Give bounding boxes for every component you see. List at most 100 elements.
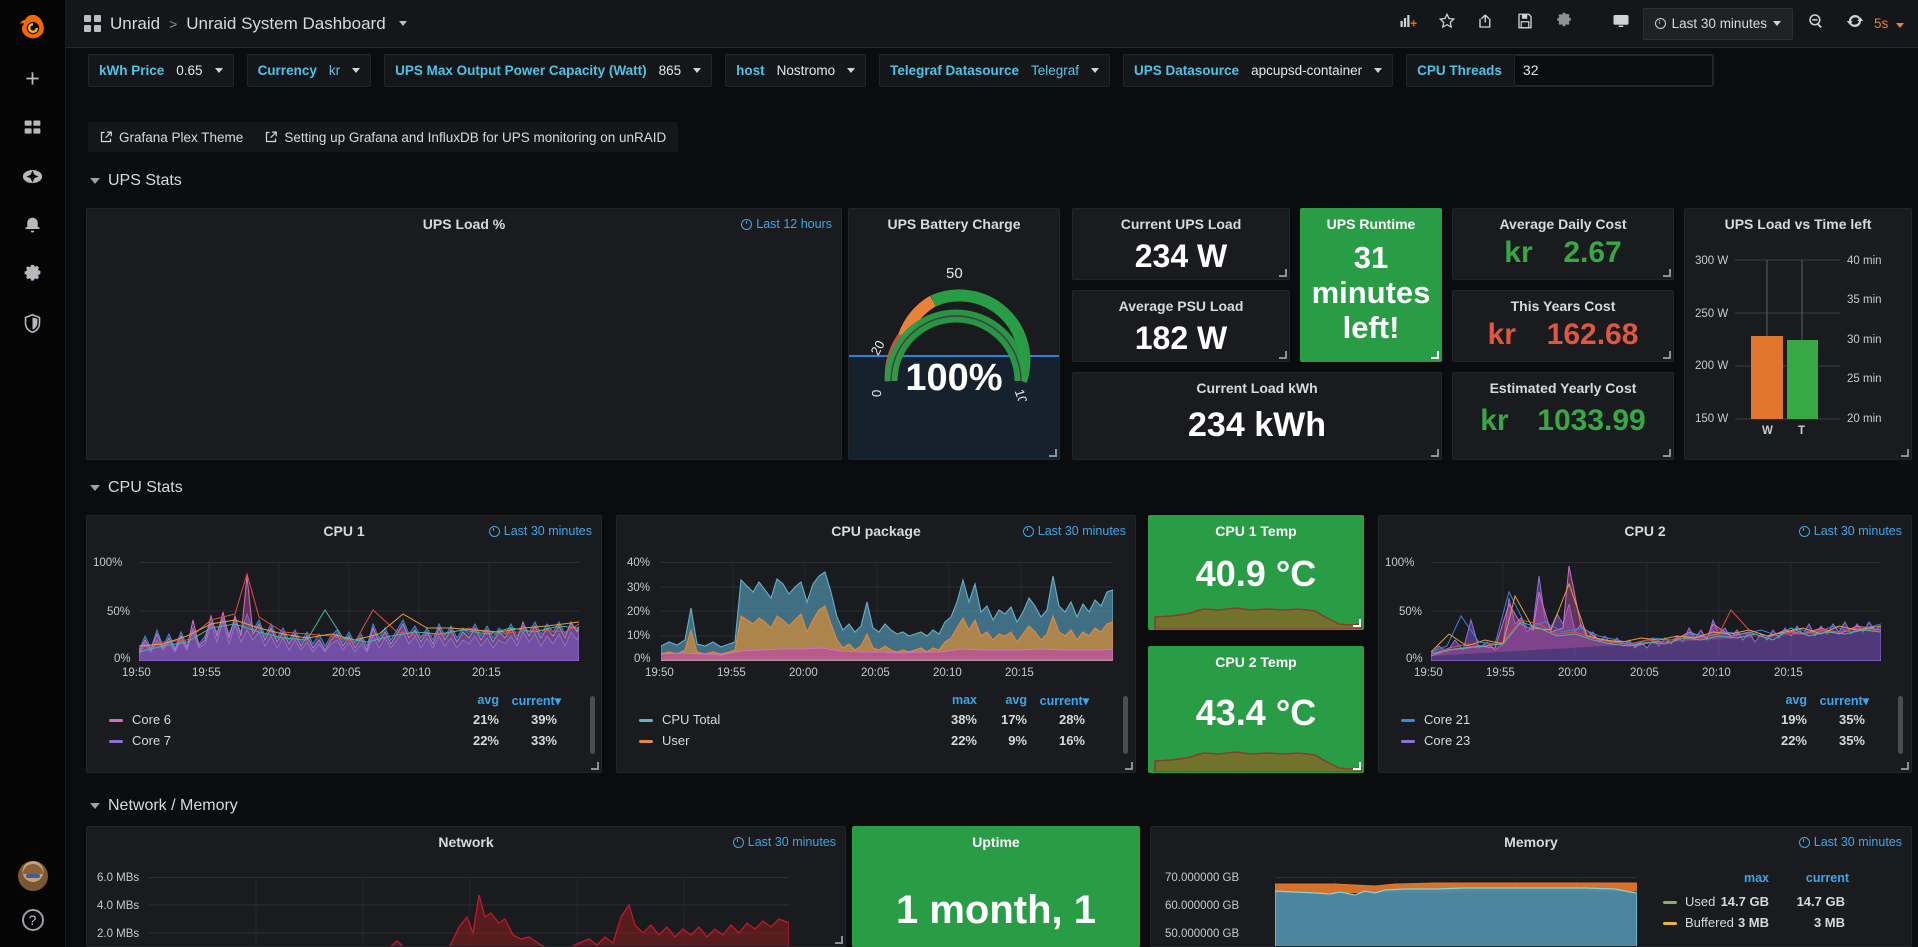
variable-cpu-threads[interactable]: CPU Threads (1406, 53, 1714, 87)
sidebar-item-configuration[interactable] (0, 252, 66, 301)
panel-resize-handle[interactable] (1663, 269, 1671, 277)
panel-resize-handle[interactable] (1431, 449, 1439, 457)
variable-value[interactable]: kr (328, 62, 341, 78)
help-icon[interactable]: ? (21, 909, 44, 931)
variable-host[interactable]: host Nostromo (725, 53, 867, 87)
legend-column-current[interactable]: current▾ (511, 694, 561, 708)
panel-ups-battery-charge[interactable]: UPS Battery Charge 50 20 0 100 100% (848, 208, 1060, 460)
panel-resize-handle[interactable] (1279, 351, 1287, 359)
panel-time-range[interactable]: Last 30 minutes (488, 524, 592, 538)
variable-value[interactable]: Nostromo (776, 62, 836, 78)
legend-item-label[interactable]: Core 6 (132, 712, 172, 727)
panel-cpu-2-temp[interactable]: CPU 2 Temp 43.4 °C (1148, 646, 1364, 773)
chevron-down-icon[interactable] (398, 21, 407, 26)
dashboard-link-ups-monitoring-guide[interactable]: Setting up Grafana and InfluxDB for UPS … (265, 130, 666, 145)
grafana-logo[interactable] (0, 0, 66, 56)
sidebar-item-alerting[interactable] (0, 203, 66, 252)
panel-current-load-kwh[interactable]: Current Load kWh 234 kWh (1072, 372, 1442, 460)
panel-average-psu-load[interactable]: Average PSU Load 182 W (1072, 290, 1290, 362)
panel-current-ups-load[interactable]: Current UPS Load 234 W (1072, 208, 1290, 280)
sidebar-item-dashboards[interactable] (0, 105, 66, 154)
variable-ups-max-output-power-capacity[interactable]: UPS Max Output Power Capacity (Watt) 865 (384, 53, 713, 87)
avatar[interactable] (17, 861, 48, 891)
panel-time-range[interactable]: Last 30 minutes (1798, 835, 1902, 849)
sidebar-item-explore[interactable] (0, 154, 66, 203)
panel-ups-load-vs-time-left[interactable]: UPS Load vs Time left 300 W 250 W 200 W … (1684, 208, 1912, 460)
breadcrumb-folder[interactable]: Unraid (110, 13, 161, 33)
panel-resize-handle[interactable] (1353, 762, 1361, 770)
panel-ups-load-percent[interactable]: UPS Load % Last 12 hours 35% 30% 25% 20%… (86, 208, 842, 460)
panel-resize-handle[interactable] (1663, 351, 1671, 359)
legend-scrollbar[interactable] (1123, 696, 1128, 754)
cpu-threads-input[interactable] (1513, 54, 1713, 86)
panel-cpu-package[interactable]: CPU package Last 30 minutes 40% 30% 20% … (616, 515, 1136, 773)
legend-item-label[interactable]: CPU Total (662, 712, 721, 727)
panel-resize-handle[interactable] (1049, 449, 1057, 457)
legend-column-current[interactable]: current▾ (1819, 694, 1869, 708)
panel-time-range[interactable]: Last 30 minutes (732, 835, 836, 849)
legend-column-avg[interactable]: avg (477, 693, 499, 707)
zoom-out-time-button[interactable] (1799, 8, 1833, 40)
panel-time-range[interactable]: Last 30 minutes (1022, 524, 1126, 538)
refresh-interval-picker[interactable]: 5s (1874, 16, 1904, 31)
panel-memory[interactable]: Memory Last 30 minutes 70.000000 GB 60.0… (1150, 826, 1912, 947)
panel-cpu-1-temp[interactable]: CPU 1 Temp 40.9 °C (1148, 515, 1364, 630)
panel-average-daily-cost[interactable]: Average Daily Cost kr 2.67 (1452, 208, 1674, 280)
panel-resize-handle[interactable] (1279, 269, 1287, 277)
panel-resize-handle[interactable] (835, 936, 843, 944)
legend-column-current[interactable]: current▾ (1039, 694, 1089, 708)
legend-item-label[interactable]: Buffered (1685, 915, 1734, 930)
page-title[interactable]: Unraid System Dashboard (186, 13, 386, 33)
legend-item-label[interactable]: Core 21 (1424, 712, 1471, 727)
panel-time-range[interactable]: Last 30 minutes (1798, 524, 1902, 538)
variable-ups-datasource[interactable]: UPS Datasource apcupsd-container (1123, 53, 1394, 87)
add-panel-button[interactable] (1391, 8, 1425, 40)
save-dashboard-button[interactable] (1508, 8, 1542, 40)
panel-network[interactable]: Network Last 30 minutes 6.0 MBs 4.0 MBs … (86, 826, 846, 947)
legend-scrollbar[interactable] (1898, 696, 1903, 754)
legend-column-avg[interactable]: avg (1005, 693, 1027, 707)
panel-this-years-cost[interactable]: This Years Cost kr 162.68 (1452, 290, 1674, 362)
panel-ups-runtime[interactable]: UPS Runtime 31 minutes left! (1300, 208, 1442, 362)
row-header-network-memory[interactable]: Network / Memory (90, 797, 238, 815)
variable-kwh-price[interactable]: kWh Price 0.65 (88, 53, 234, 87)
panel-resize-handle[interactable] (1353, 619, 1361, 627)
panel-resize-handle[interactable] (1901, 449, 1909, 457)
panel-resize-handle[interactable] (1663, 449, 1671, 457)
share-dashboard-button[interactable] (1469, 8, 1503, 40)
dashboard-settings-button[interactable] (1547, 8, 1581, 40)
variable-telegraf-datasource[interactable]: Telegraf Datasource Telegraf (879, 53, 1111, 87)
panel-resize-handle[interactable] (1431, 351, 1439, 359)
legend-scrollbar[interactable] (590, 696, 595, 754)
panel-time-range[interactable]: Last 12 hours (741, 217, 832, 231)
sidebar-item-create[interactable] (0, 56, 66, 105)
panel-resize-handle[interactable] (1901, 762, 1909, 770)
legend-item-label[interactable]: User (662, 733, 690, 748)
legend-item-label[interactable]: Core 7 (132, 733, 172, 748)
legend-item-label[interactable]: Used (1685, 894, 1716, 909)
mark-favorite-button[interactable] (1430, 8, 1464, 40)
refresh-dashboard-button[interactable] (1838, 8, 1872, 40)
panel-cpu-2[interactable]: CPU 2 Last 30 minutes 100% 50% 0% 19:50 … (1378, 515, 1912, 773)
legend-column-current[interactable]: current (1805, 871, 1849, 885)
variable-value[interactable]: 0.65 (176, 62, 203, 78)
variable-value[interactable]: 865 (658, 62, 682, 78)
panel-cpu-1[interactable]: CPU 1 Last 30 minutes 100% 50% 0% 19:50 … (86, 515, 602, 773)
row-header-ups-stats[interactable]: UPS Stats (90, 172, 182, 190)
tv-mode-button[interactable] (1604, 8, 1638, 40)
row-header-cpu-stats[interactable]: CPU Stats (90, 479, 183, 497)
variable-currency[interactable]: Currency kr (246, 53, 372, 87)
sidebar-item-server-admin[interactable] (0, 301, 66, 350)
time-range-picker[interactable]: Last 30 minutes (1642, 7, 1793, 40)
dashboard-link-grafana-plex-theme[interactable]: Grafana Plex Theme (100, 130, 243, 145)
legend-item-label[interactable]: Core 23 (1424, 733, 1471, 748)
legend-column-max[interactable]: max (1743, 871, 1769, 885)
variable-value[interactable]: apcupsd-container (1251, 62, 1363, 78)
legend-column-avg[interactable]: avg (1785, 693, 1807, 707)
panel-resize-handle[interactable] (1125, 762, 1133, 770)
panel-resize-handle[interactable] (591, 762, 599, 770)
legend-column-max[interactable]: max (951, 693, 977, 707)
variable-value[interactable]: Telegraf (1030, 62, 1080, 78)
panel-uptime[interactable]: Uptime 1 month, 1 (852, 826, 1140, 947)
panel-estimated-yearly-cost[interactable]: Estimated Yearly Cost kr 1033.99 (1452, 372, 1674, 460)
